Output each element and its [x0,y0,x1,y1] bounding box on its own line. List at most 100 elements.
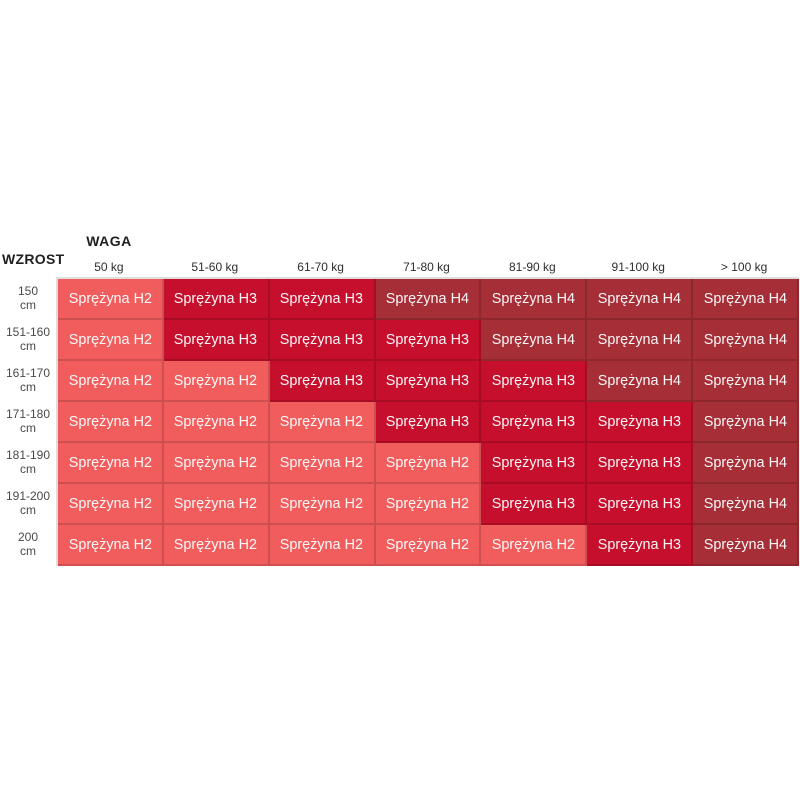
spring-cell-label: Sprężyna H4 [597,290,681,307]
spring-cell-h4: Sprężyna H4 [375,279,482,320]
spring-cell-label: Sprężyna H3 [280,372,364,389]
spring-cell-label: Sprężyna H4 [385,290,470,307]
spring-cell-label: Sprężyna H3 [597,536,681,553]
row-header-unit: cm [20,297,36,312]
spring-cell-h2: Sprężyna H2 [375,443,482,484]
spring-cell-label: Sprężyna H4 [491,290,575,307]
spring-cell-h4: Sprężyna H4 [481,279,588,320]
spring-cell-label: Sprężyna H2 [68,413,152,430]
spring-cell-h2: Sprężyna H2 [269,525,376,566]
spring-cell-h3: Sprężyna H3 [587,402,694,443]
row-header-range: 200 [17,529,39,544]
spring-cell-h2: Sprężyna H2 [58,361,164,402]
row-header-unit: cm [20,502,36,517]
spring-cell-label: Sprężyna H4 [703,331,787,348]
row-header: 171-180 cm [0,400,56,441]
spring-cell-label: Sprężyna H3 [385,372,470,389]
spring-cell-label: Sprężyna H4 [597,372,681,389]
spring-cell-h3: Sprężyna H3 [481,484,588,525]
spring-cell-label: Sprężyna H3 [280,290,364,307]
spring-cell-h3: Sprężyna H3 [269,361,376,402]
spring-cell-h2: Sprężyna H2 [58,279,164,320]
spring-cell-h2: Sprężyna H2 [58,525,164,566]
spring-cell-label: Sprężyna H2 [68,331,152,348]
spring-cell-label: Sprężyna H4 [597,331,681,348]
spring-cell-label: Sprężyna H2 [68,454,152,471]
spring-cell-h2: Sprężyna H2 [481,525,588,566]
spring-cell-label: Sprężyna H2 [280,495,364,512]
spring-cell-label: Sprężyna H3 [174,331,258,348]
height-row-labels: 150 cm 151-160 cm 161-170 cm 171-180 cm 181-190 c… [0,277,56,564]
spring-selection-grid: Sprężyna H2 Sprężyna H3 Sprężyna H3 Sprężyn… [56,277,799,566]
row-header-range: 151-160 [5,324,51,339]
spring-cell-label: Sprężyna H2 [385,454,470,471]
row-header-range: 161-170 [5,365,51,380]
spring-cell-label: Sprężyna H2 [68,495,152,512]
weight-axis-label: WAGA [86,233,132,249]
spring-cell-label: Sprężyna H2 [68,290,152,307]
spring-cell-label: Sprężyna H4 [703,495,787,512]
spring-cell-h2: Sprężyna H2 [58,402,164,443]
row-header: 151-160 cm [0,318,56,359]
spring-cell-h3: Sprężyna H3 [481,443,588,484]
spring-cell-label: Sprężyna H3 [491,372,575,389]
spring-cell-h2: Sprężyna H2 [58,320,164,361]
spring-cell-h4: Sprężyna H4 [693,402,799,443]
column-header: 81-90 kg [509,260,556,274]
spring-cell-h2: Sprężyna H2 [58,443,164,484]
row-header-range: 171-180 [5,406,51,421]
column-header: > 100 kg [720,260,768,274]
spring-cell-label: Sprężyna H2 [491,536,575,553]
spring-cell-label: Sprężyna H2 [280,536,364,553]
spring-cell-h3: Sprężyna H3 [587,525,694,566]
spring-cell-label: Sprężyna H3 [174,290,258,307]
row-header: 191-200 cm [0,482,56,523]
spring-cell-label: Sprężyna H3 [491,495,575,512]
spring-cell-h3: Sprężyna H3 [481,361,588,402]
spring-cell-label: Sprężyna H2 [174,454,258,471]
column-header: 91-100 kg [611,260,665,274]
row-header-range: 181-190 [5,447,51,462]
spring-cell-h3: Sprężyna H3 [587,443,694,484]
spring-cell-label: Sprężyna H4 [703,454,787,471]
spring-cell-h4: Sprężyna H4 [587,279,694,320]
row-header-unit: cm [20,379,36,394]
spring-cell-h3: Sprężyna H3 [269,279,376,320]
spring-cell-h2: Sprężyna H2 [163,443,270,484]
spring-cell-h4: Sprężyna H4 [693,279,799,320]
height-axis-label: WZROST [2,251,65,267]
spring-cell-label: Sprężyna H2 [385,495,470,512]
spring-cell-h4: Sprężyna H4 [587,361,694,402]
row-header-unit: cm [20,338,36,353]
spring-cell-label: Sprężyna H3 [385,413,470,430]
row-header-unit: cm [20,420,36,435]
spring-cell-h3: Sprężyna H3 [163,279,270,320]
column-header: 51-60 kg [191,260,239,274]
spring-cell-h3: Sprężyna H3 [481,402,588,443]
spring-cell-h3: Sprężyna H3 [375,402,482,443]
spring-cell-h2: Sprężyna H2 [375,525,482,566]
spring-cell-label: Sprężyna H2 [174,536,258,553]
spring-cell-label: Sprężyna H3 [491,413,575,430]
spring-cell-h4: Sprężyna H4 [587,320,694,361]
spring-cell-label: Sprężyna H2 [68,536,152,553]
spring-cell-label: Sprężyna H4 [703,536,787,553]
spring-cell-label: Sprężyna H2 [280,454,364,471]
weight-column-headers: 50 kg 51-60 kg 61-70 kg 71-80 kg 81-90 kg 91-… [56,258,797,276]
column-header: 50 kg [94,260,124,274]
row-header: 181-190 cm [0,441,56,482]
spring-cell-label: Sprężyna H2 [385,536,470,553]
spring-cell-h4: Sprężyna H4 [693,443,799,484]
spring-cell-h4: Sprężyna H4 [693,320,799,361]
spring-cell-label: Sprężyna H2 [174,413,258,430]
spring-cell-h4: Sprężyna H4 [693,484,799,525]
spring-cell-label: Sprężyna H4 [703,372,787,389]
spring-cell-label: Sprężyna H2 [174,495,258,512]
spring-cell-label: Sprężyna H3 [385,331,470,348]
spring-cell-label: Sprężyna H3 [491,454,575,471]
row-header: 161-170 cm [0,359,56,400]
spring-cell-h2: Sprężyna H2 [163,402,270,443]
column-header: 61-70 kg [297,260,344,274]
spring-cell-label: Sprężyna H4 [703,413,787,430]
spring-cell-h3: Sprężyna H3 [269,320,376,361]
